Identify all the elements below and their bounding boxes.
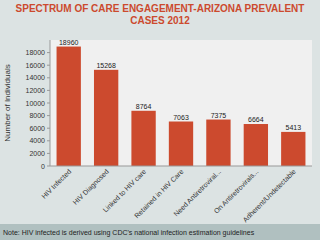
y-tick bbox=[47, 115, 50, 116]
y-tick bbox=[47, 153, 50, 154]
data-label: 18960 bbox=[59, 39, 79, 46]
y-tick-label: 6000 bbox=[29, 125, 45, 132]
title: SPECTRUM OF CARE ENGAGEMENT-ARIZONA PREV… bbox=[16, 3, 305, 26]
title-line: SPECTRUM OF CARE ENGAGEMENT-ARIZONA PREV… bbox=[16, 3, 305, 14]
y-tick-label: 14000 bbox=[26, 74, 46, 81]
y-tick-label: 4000 bbox=[29, 137, 45, 144]
background bbox=[0, 0, 320, 240]
y-tick bbox=[47, 103, 50, 104]
plot-background bbox=[50, 40, 312, 166]
x-tick-label: HIV Diagnosed bbox=[72, 168, 111, 207]
y-tick-label: 18000 bbox=[26, 49, 46, 56]
x-tick-label: HIV Infected bbox=[40, 168, 72, 200]
y-tick bbox=[47, 65, 50, 66]
data-label: 7375 bbox=[211, 112, 227, 119]
data-label: 8764 bbox=[136, 103, 152, 110]
bar bbox=[281, 132, 305, 166]
data-label: 5413 bbox=[285, 124, 301, 131]
data-label: 15268 bbox=[96, 62, 116, 69]
y-tick bbox=[47, 90, 50, 91]
data-label: 6664 bbox=[248, 116, 264, 123]
chart: SPECTRUM OF CARE ENGAGEMENT-ARIZONA PREV… bbox=[0, 0, 320, 240]
bar bbox=[244, 124, 268, 166]
y-tick bbox=[47, 52, 50, 53]
y-tick-label: 12000 bbox=[26, 87, 46, 94]
y-tick bbox=[47, 128, 50, 129]
note-band bbox=[0, 224, 320, 240]
bar bbox=[206, 120, 230, 166]
bar bbox=[131, 111, 155, 166]
y-tick-label: 2000 bbox=[29, 150, 45, 157]
x-axis-line bbox=[50, 166, 312, 167]
note: Note: HIV infected is derived using CDC'… bbox=[3, 229, 255, 237]
y-tick-label: 8000 bbox=[29, 112, 45, 119]
title-line: CASES 2012 bbox=[130, 15, 190, 26]
bar bbox=[57, 47, 81, 166]
bar bbox=[169, 122, 193, 166]
y-tick-label: 0 bbox=[41, 163, 45, 170]
bar bbox=[94, 70, 118, 166]
y-tick-label: 10000 bbox=[26, 100, 46, 107]
y-tick-label: 16000 bbox=[26, 62, 46, 69]
y-tick bbox=[47, 77, 50, 78]
data-label: 7063 bbox=[173, 114, 189, 121]
y-tick bbox=[47, 140, 50, 141]
y-tick bbox=[47, 166, 50, 167]
y-axis-label: Number of Individuals bbox=[3, 64, 12, 141]
x-tick-label: Adherent/Undetectable bbox=[241, 168, 297, 224]
